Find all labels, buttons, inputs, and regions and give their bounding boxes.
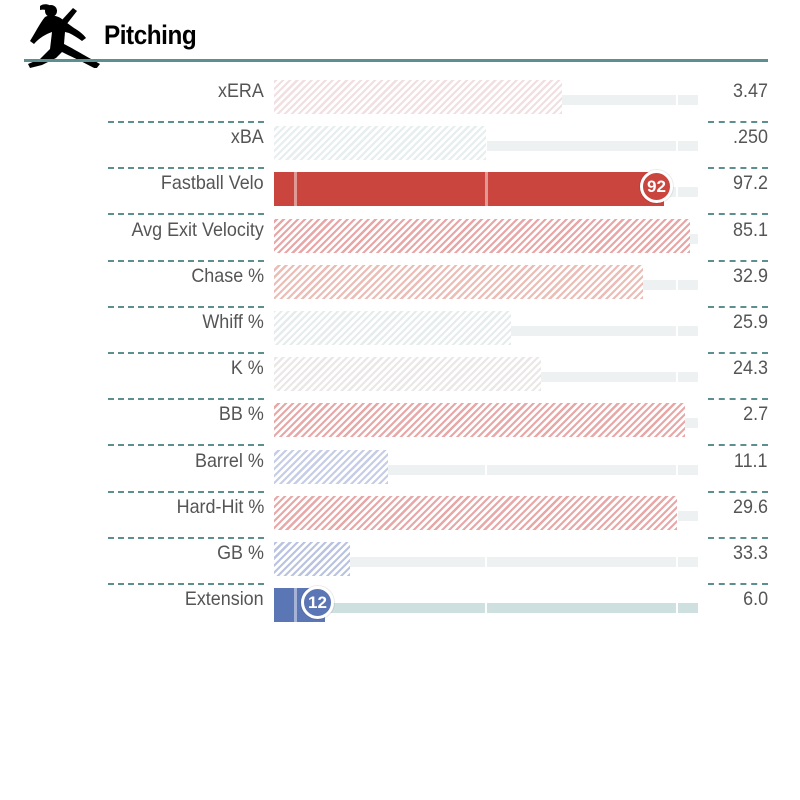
metric-value: 33.3: [733, 542, 768, 564]
percentile-bar: [274, 495, 677, 530]
percentile-bar: [274, 172, 664, 207]
bar-tick: [294, 172, 298, 207]
row-divider: [108, 583, 264, 585]
row-divider: [708, 536, 768, 539]
percentile-bar: [274, 449, 388, 484]
track-tick: [485, 141, 487, 152]
metric-value: 29.6: [733, 495, 768, 518]
metric-label: Avg Exit Velocity: [131, 218, 264, 241]
track-tick: [675, 326, 678, 336]
metric-row-avg-exit-velocity: Avg Exit Velocity 85.1: [0, 215, 800, 262]
metric-row-xba: xBA .250: [0, 122, 800, 170]
track-tick: [675, 603, 678, 614]
metric-row-bb: BB % 2.7: [0, 399, 800, 447]
row-divider: [108, 213, 264, 216]
metric-label: Chase %: [191, 264, 264, 287]
track-tick: [675, 557, 678, 567]
metric-label: Fastball Velo: [161, 172, 264, 195]
metric-label: GB %: [217, 542, 264, 564]
metric-row-k: K % 24.3: [0, 353, 800, 401]
pitcher-silhouette-icon: [26, 2, 106, 69]
row-divider: [708, 213, 768, 216]
row-divider: [108, 259, 264, 262]
track-tick: [485, 557, 487, 567]
percentile-track: [274, 603, 698, 614]
row-divider: [108, 352, 264, 354]
row-divider: [108, 536, 264, 539]
row-divider: [708, 259, 768, 262]
row-divider: [708, 490, 768, 493]
percentile-bar: [274, 311, 511, 345]
percentile-bar: [274, 357, 541, 392]
row-divider: [108, 167, 264, 170]
row-divider: [708, 583, 768, 585]
track-tick: [675, 95, 678, 105]
metric-row-extension: Extension 12 6.0: [0, 584, 800, 630]
metric-value: 3.47: [733, 80, 768, 102]
row-divider: [708, 121, 768, 123]
row-divider: [708, 305, 768, 308]
metric-value: 25.9: [733, 311, 768, 333]
row-divider: [108, 121, 264, 123]
track-tick: [675, 141, 678, 152]
header-divider: [24, 59, 768, 62]
metric-row-hard-hit: Hard-Hit % 29.6: [0, 492, 800, 539]
metric-value: 11.1: [734, 449, 768, 472]
metric-label: K %: [231, 357, 264, 380]
metric-value: 97.2: [733, 172, 768, 195]
track-tick: [675, 279, 678, 290]
metric-label: xERA: [218, 80, 264, 102]
row-divider: [708, 444, 768, 447]
metric-label: Barrel %: [195, 449, 264, 472]
row-divider: [708, 167, 768, 170]
row-divider: [708, 398, 768, 401]
section-title: Pitching: [104, 20, 197, 50]
percentile-bar: [274, 80, 562, 114]
metric-row-chase: Chase % 32.9: [0, 261, 800, 308]
track-tick: [675, 464, 678, 475]
section-header: Pitching: [24, 0, 768, 69]
metric-value: 24.3: [733, 357, 768, 380]
bar-tick: [485, 172, 488, 207]
bar-tick: [294, 588, 298, 623]
metric-label: xBA: [231, 126, 264, 149]
metric-value: 32.9: [733, 264, 768, 287]
row-divider: [108, 398, 264, 401]
percentile-bar: [274, 403, 685, 438]
track-tick: [485, 464, 487, 475]
metric-row-barrel: Barrel % 11.1: [0, 446, 800, 493]
percentile-bar: [274, 542, 350, 576]
metric-label: BB %: [219, 403, 264, 426]
metric-label: Whiff %: [202, 311, 264, 333]
track-tick: [675, 372, 678, 383]
metric-label: Hard-Hit %: [176, 495, 264, 518]
percentile-badge: 92: [640, 170, 673, 204]
row-divider: [108, 305, 264, 308]
percentile-bar: [274, 126, 486, 161]
track-tick: [485, 603, 487, 614]
percentile-badge: 12: [301, 586, 334, 620]
metric-label: Extension: [185, 588, 264, 611]
metric-row-gb: GB % 33.3: [0, 538, 800, 585]
row-divider: [708, 352, 768, 354]
row-divider: [108, 444, 264, 447]
metric-value: 85.1: [733, 218, 768, 241]
metric-row-xera: xERA 3.47: [0, 76, 800, 123]
percentile-bar: [274, 264, 643, 299]
row-divider: [108, 490, 264, 493]
track-tick: [675, 187, 678, 198]
metric-value: 2.7: [743, 403, 768, 426]
metric-row-fastball-velo: Fastball Velo 92 97.2: [0, 168, 800, 216]
metric-row-whiff: Whiff % 25.9: [0, 307, 800, 354]
metric-value: .250: [733, 126, 768, 149]
percentile-bar: [274, 218, 690, 253]
metric-value: 6.0: [743, 588, 768, 611]
